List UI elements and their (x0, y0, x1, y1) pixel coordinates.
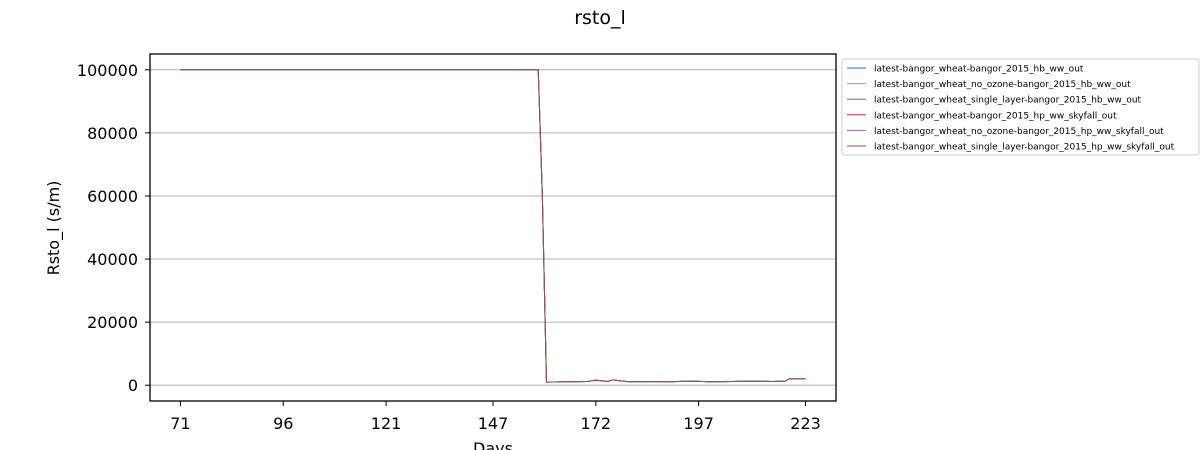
x-axis-ticks: 71 96 121 147 172 197 223 (170, 401, 821, 433)
series-line-1 (180, 69, 806, 383)
plot-area-lines (180, 69, 806, 383)
series-line-4 (180, 69, 806, 383)
y-axis-ticks: 0 20000 40000 60000 80000 100000 (77, 61, 150, 395)
series-line-5 (180, 69, 806, 383)
x-tick-label: 96 (273, 414, 293, 433)
y-tick-label: 60000 (87, 187, 138, 206)
legend-label: latest-bangor_wheat_no_ozone-bangor_2015… (874, 80, 1131, 90)
y-tick-label: 0 (128, 376, 138, 395)
legend-label: latest-bangor_wheat-bangor_2015_hp_ww_sk… (874, 111, 1117, 121)
series-line-3 (180, 69, 806, 383)
x-tick-label: 197 (683, 414, 714, 433)
y-axis-title: Rsto_l (s/m) (44, 181, 64, 276)
y-tick-label: 100000 (77, 61, 138, 80)
series-line-2 (180, 69, 806, 383)
y-gridlines (150, 69, 836, 386)
y-tick-label: 20000 (87, 313, 138, 332)
plot-frame (149, 53, 837, 402)
x-tick-label: 147 (478, 414, 509, 433)
legend-label: latest-bangor_wheat-bangor_2015_hb_ww_ou… (874, 65, 1084, 75)
legend-label: latest-bangor_wheat_single_layer-bangor_… (874, 96, 1142, 106)
chart-title: rsto_l (574, 7, 626, 29)
y-tick-label: 40000 (87, 250, 138, 269)
legend-frame (841, 58, 1200, 156)
x-axis-title: Days (473, 439, 513, 450)
x-tick-label: 223 (790, 414, 821, 433)
legend-label: latest-bangor_wheat_no_ozone-bangor_2015… (874, 127, 1164, 137)
x-tick-label: 121 (371, 414, 402, 433)
legend: latest-bangor_wheat-bangor_2015_hb_ww_ou… (841, 58, 1200, 156)
series-line-6 (180, 69, 806, 383)
x-tick-label: 71 (170, 414, 190, 433)
y-tick-label: 80000 (87, 124, 138, 143)
legend-label: latest-bangor_wheat_single_layer-bangor_… (874, 143, 1175, 153)
x-tick-label: 172 (581, 414, 612, 433)
